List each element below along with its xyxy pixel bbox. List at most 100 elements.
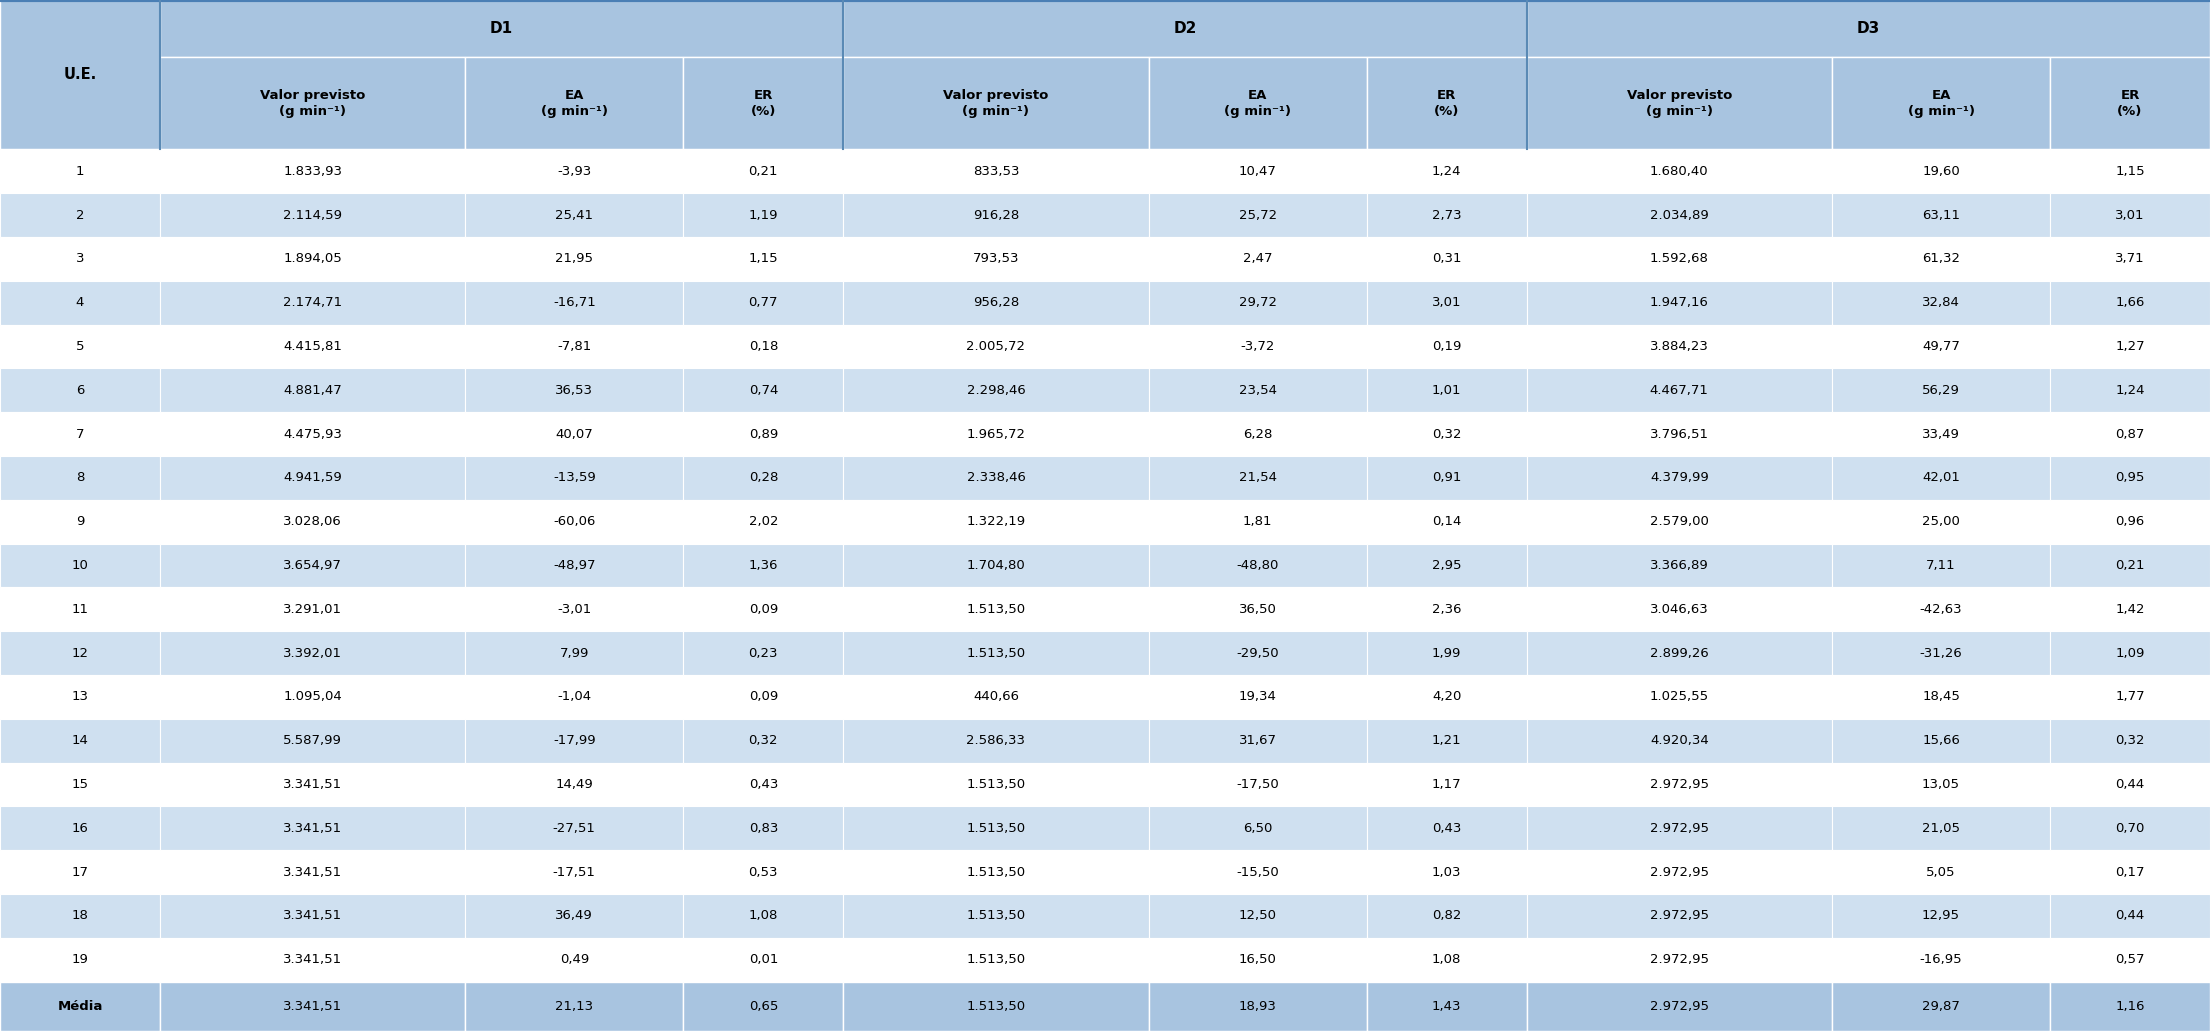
Text: 2.972,95: 2.972,95 bbox=[1651, 778, 1708, 791]
Text: 2.586,33: 2.586,33 bbox=[966, 734, 1025, 747]
Bar bbox=[1527, 675, 1832, 719]
Text: 2.034,89: 2.034,89 bbox=[1651, 208, 1708, 222]
Text: 0,14: 0,14 bbox=[1432, 516, 1461, 528]
Bar bbox=[159, 280, 466, 325]
Bar bbox=[2051, 57, 2210, 149]
Bar bbox=[844, 806, 1149, 851]
Bar bbox=[1366, 149, 1527, 193]
Bar bbox=[1366, 412, 1527, 456]
Bar bbox=[0, 982, 159, 1031]
Text: 7,99: 7,99 bbox=[559, 646, 590, 660]
Text: 63,11: 63,11 bbox=[1923, 208, 1960, 222]
Bar bbox=[466, 280, 683, 325]
Bar bbox=[1149, 675, 1366, 719]
Bar bbox=[844, 412, 1149, 456]
Bar bbox=[1832, 193, 2051, 237]
Text: 12: 12 bbox=[71, 646, 88, 660]
Text: 3.341,51: 3.341,51 bbox=[283, 822, 343, 835]
Text: 1,99: 1,99 bbox=[1432, 646, 1461, 660]
Bar bbox=[466, 719, 683, 763]
Bar bbox=[844, 543, 1149, 588]
Text: -13,59: -13,59 bbox=[552, 471, 597, 485]
Bar bbox=[1149, 543, 1366, 588]
Bar bbox=[683, 806, 844, 851]
Bar bbox=[1366, 588, 1527, 631]
Bar bbox=[844, 149, 1149, 193]
Bar bbox=[683, 763, 844, 806]
Text: 2.972,95: 2.972,95 bbox=[1651, 909, 1708, 923]
Bar bbox=[1832, 237, 2051, 280]
Text: -3,72: -3,72 bbox=[1240, 340, 1275, 353]
Text: -17,50: -17,50 bbox=[1235, 778, 1280, 791]
Bar bbox=[159, 368, 466, 412]
Text: 2.114,59: 2.114,59 bbox=[283, 208, 343, 222]
Text: 3.654,97: 3.654,97 bbox=[283, 559, 343, 572]
Bar bbox=[844, 57, 1149, 149]
Text: 2,47: 2,47 bbox=[1242, 253, 1273, 265]
Text: 5.587,99: 5.587,99 bbox=[283, 734, 343, 747]
Bar bbox=[466, 588, 683, 631]
Text: 0,57: 0,57 bbox=[2115, 953, 2144, 966]
Text: 21,54: 21,54 bbox=[1238, 471, 1277, 485]
Text: 40,07: 40,07 bbox=[555, 428, 592, 440]
Bar bbox=[159, 500, 466, 543]
Bar bbox=[1366, 938, 1527, 982]
Bar bbox=[844, 982, 1149, 1031]
Text: 1,43: 1,43 bbox=[1432, 1000, 1461, 1012]
Text: 1.704,80: 1.704,80 bbox=[966, 559, 1025, 572]
Bar bbox=[1832, 938, 2051, 982]
Bar bbox=[2051, 631, 2210, 675]
Text: 13: 13 bbox=[71, 691, 88, 703]
Text: 0,09: 0,09 bbox=[749, 691, 778, 703]
Text: 33,49: 33,49 bbox=[1923, 428, 1960, 440]
Bar bbox=[1527, 631, 1832, 675]
Text: -17,51: -17,51 bbox=[552, 866, 597, 878]
Bar bbox=[466, 806, 683, 851]
Bar bbox=[1527, 938, 1832, 982]
Text: 833,53: 833,53 bbox=[972, 165, 1019, 178]
Bar bbox=[683, 325, 844, 368]
Text: 2,95: 2,95 bbox=[1432, 559, 1461, 572]
Bar bbox=[159, 631, 466, 675]
Bar bbox=[466, 456, 683, 500]
Text: 0,28: 0,28 bbox=[749, 471, 778, 485]
Bar bbox=[159, 588, 466, 631]
Text: 6,28: 6,28 bbox=[1242, 428, 1273, 440]
Bar bbox=[1832, 500, 2051, 543]
Text: 1.025,55: 1.025,55 bbox=[1649, 691, 1708, 703]
Bar bbox=[1366, 193, 1527, 237]
Bar bbox=[0, 237, 159, 280]
Bar bbox=[1527, 719, 1832, 763]
Bar bbox=[466, 368, 683, 412]
Text: 10,47: 10,47 bbox=[1240, 165, 1277, 178]
Bar bbox=[0, 675, 159, 719]
Text: 0,21: 0,21 bbox=[2115, 559, 2144, 572]
Text: -42,63: -42,63 bbox=[1920, 603, 1962, 616]
Text: 18,93: 18,93 bbox=[1240, 1000, 1277, 1012]
Bar bbox=[1527, 57, 1832, 149]
Text: 1,15: 1,15 bbox=[749, 253, 778, 265]
Text: -29,50: -29,50 bbox=[1235, 646, 1280, 660]
Text: 3.046,63: 3.046,63 bbox=[1651, 603, 1708, 616]
Bar bbox=[2051, 149, 2210, 193]
Text: 440,66: 440,66 bbox=[972, 691, 1019, 703]
Bar bbox=[2051, 193, 2210, 237]
Text: 0,31: 0,31 bbox=[1432, 253, 1461, 265]
Text: -48,80: -48,80 bbox=[1235, 559, 1280, 572]
Text: 12,50: 12,50 bbox=[1238, 909, 1277, 923]
Text: -60,06: -60,06 bbox=[552, 516, 594, 528]
Bar bbox=[1149, 719, 1366, 763]
Bar bbox=[844, 851, 1149, 894]
Bar bbox=[2051, 412, 2210, 456]
Text: 0,44: 0,44 bbox=[2115, 778, 2144, 791]
Text: 0,43: 0,43 bbox=[749, 778, 778, 791]
Text: U.E.: U.E. bbox=[64, 67, 97, 82]
Bar bbox=[0, 938, 159, 982]
Bar bbox=[1832, 412, 2051, 456]
Text: 11: 11 bbox=[71, 603, 88, 616]
Text: 1,36: 1,36 bbox=[749, 559, 778, 572]
Bar bbox=[1527, 982, 1832, 1031]
Bar bbox=[1527, 368, 1832, 412]
Bar bbox=[2051, 806, 2210, 851]
Text: 29,72: 29,72 bbox=[1238, 296, 1277, 309]
